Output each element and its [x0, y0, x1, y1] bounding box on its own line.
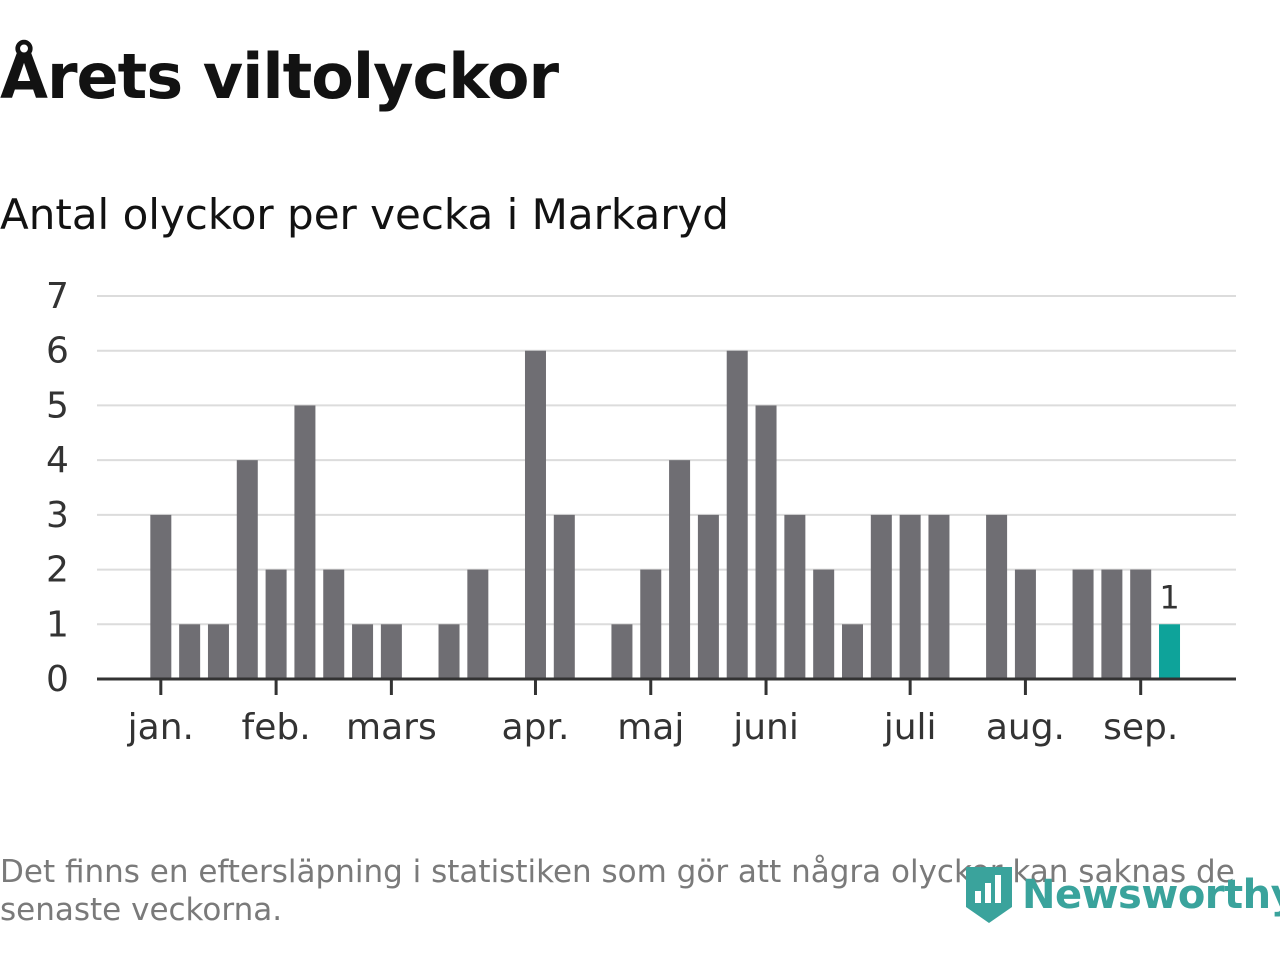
x-tick-label: sep. [1103, 707, 1178, 748]
bar [611, 624, 633, 679]
bar [294, 405, 316, 679]
newsworthy-logo-icon [966, 867, 1012, 923]
bar [323, 569, 345, 679]
bar [755, 405, 777, 679]
bar [352, 624, 374, 679]
bar [813, 569, 835, 679]
bar [697, 514, 719, 679]
x-tick-label: apr. [502, 707, 570, 748]
chart-subtitle: Antal olyckor per vecka i Markaryd [0, 190, 729, 239]
bar [928, 514, 950, 679]
chart-title: Årets viltolyckor [0, 40, 559, 113]
bar [553, 514, 575, 679]
bar [870, 514, 892, 679]
bar [1101, 569, 1123, 679]
bar [640, 569, 662, 679]
brand-name: Newsworthy [1022, 872, 1280, 918]
x-tick-label: jan. [127, 707, 194, 748]
y-tick-label: 4 [46, 440, 69, 481]
y-tick-label: 3 [46, 495, 69, 536]
bar [265, 569, 287, 679]
x-tick-label: juni [732, 707, 799, 748]
data-label: 1 [1159, 578, 1179, 616]
bar [1014, 569, 1036, 679]
bar-chart: 0 1 2 3 4 5 6 7 1 jan. feb. mars apr. maj juni juli aug.… [46, 276, 1236, 748]
bar [1072, 569, 1094, 679]
x-tick-label: juli [883, 707, 937, 748]
bar [524, 350, 546, 679]
x-tick-label: mars [346, 707, 437, 748]
bar [150, 514, 172, 679]
x-tick-label: aug. [986, 707, 1065, 748]
footnote: Det finns en eftersläpning i statistiken… [0, 854, 1235, 928]
bar [986, 514, 1008, 679]
bar [179, 624, 201, 679]
bar [842, 624, 863, 679]
bar [438, 624, 460, 679]
x-tick-label: feb. [242, 707, 311, 748]
y-tick-label: 7 [46, 276, 69, 317]
y-tick-label: 2 [46, 550, 69, 591]
bar [380, 624, 402, 679]
bar [1130, 569, 1152, 679]
y-tick-label: 6 [46, 331, 69, 372]
bar [669, 460, 691, 679]
bar [207, 624, 229, 679]
y-tick-label: 5 [46, 385, 69, 426]
bar [784, 514, 806, 679]
y-tick-label: 0 [46, 659, 69, 700]
bar [467, 569, 489, 679]
y-tick-label: 1 [46, 604, 69, 645]
bar [726, 350, 748, 679]
bar [236, 460, 258, 679]
bar-highlight [1159, 624, 1181, 679]
bar [899, 514, 921, 679]
x-tick-label: maj [617, 707, 684, 748]
newsworthy-brand[interactable]: Newsworthy [964, 860, 1280, 930]
